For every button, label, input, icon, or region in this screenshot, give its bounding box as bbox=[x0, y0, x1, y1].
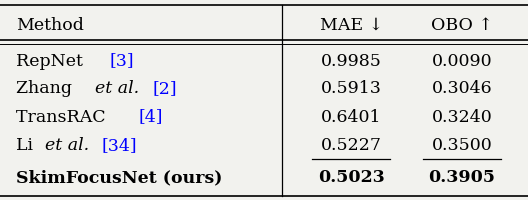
Text: [34]: [34] bbox=[102, 138, 137, 154]
Text: et al.: et al. bbox=[45, 138, 89, 154]
Text: 0.6401: 0.6401 bbox=[321, 108, 381, 126]
Text: 0.0090: 0.0090 bbox=[432, 52, 492, 70]
Text: 0.9985: 0.9985 bbox=[320, 52, 382, 70]
Text: et al.: et al. bbox=[95, 80, 139, 97]
Text: [4]: [4] bbox=[138, 108, 163, 126]
Text: SkimFocusNet (ours): SkimFocusNet (ours) bbox=[16, 170, 222, 186]
Text: OBO ↑: OBO ↑ bbox=[431, 17, 493, 33]
Text: Li: Li bbox=[16, 138, 39, 154]
Text: [2]: [2] bbox=[152, 80, 177, 97]
Text: TransRAC: TransRAC bbox=[16, 108, 111, 126]
Text: Zhang: Zhang bbox=[16, 80, 77, 97]
Text: [3]: [3] bbox=[109, 52, 134, 70]
Text: 0.5023: 0.5023 bbox=[318, 170, 384, 186]
Text: 0.5227: 0.5227 bbox=[320, 138, 382, 154]
Text: Method: Method bbox=[16, 17, 84, 33]
Text: 0.3905: 0.3905 bbox=[429, 170, 495, 186]
Text: MAE ↓: MAE ↓ bbox=[319, 17, 383, 33]
Text: 0.3240: 0.3240 bbox=[431, 108, 493, 126]
Text: RepNet: RepNet bbox=[16, 52, 88, 70]
Text: 0.3046: 0.3046 bbox=[432, 80, 492, 97]
Text: 0.5913: 0.5913 bbox=[320, 80, 382, 97]
Text: 0.3500: 0.3500 bbox=[431, 138, 493, 154]
